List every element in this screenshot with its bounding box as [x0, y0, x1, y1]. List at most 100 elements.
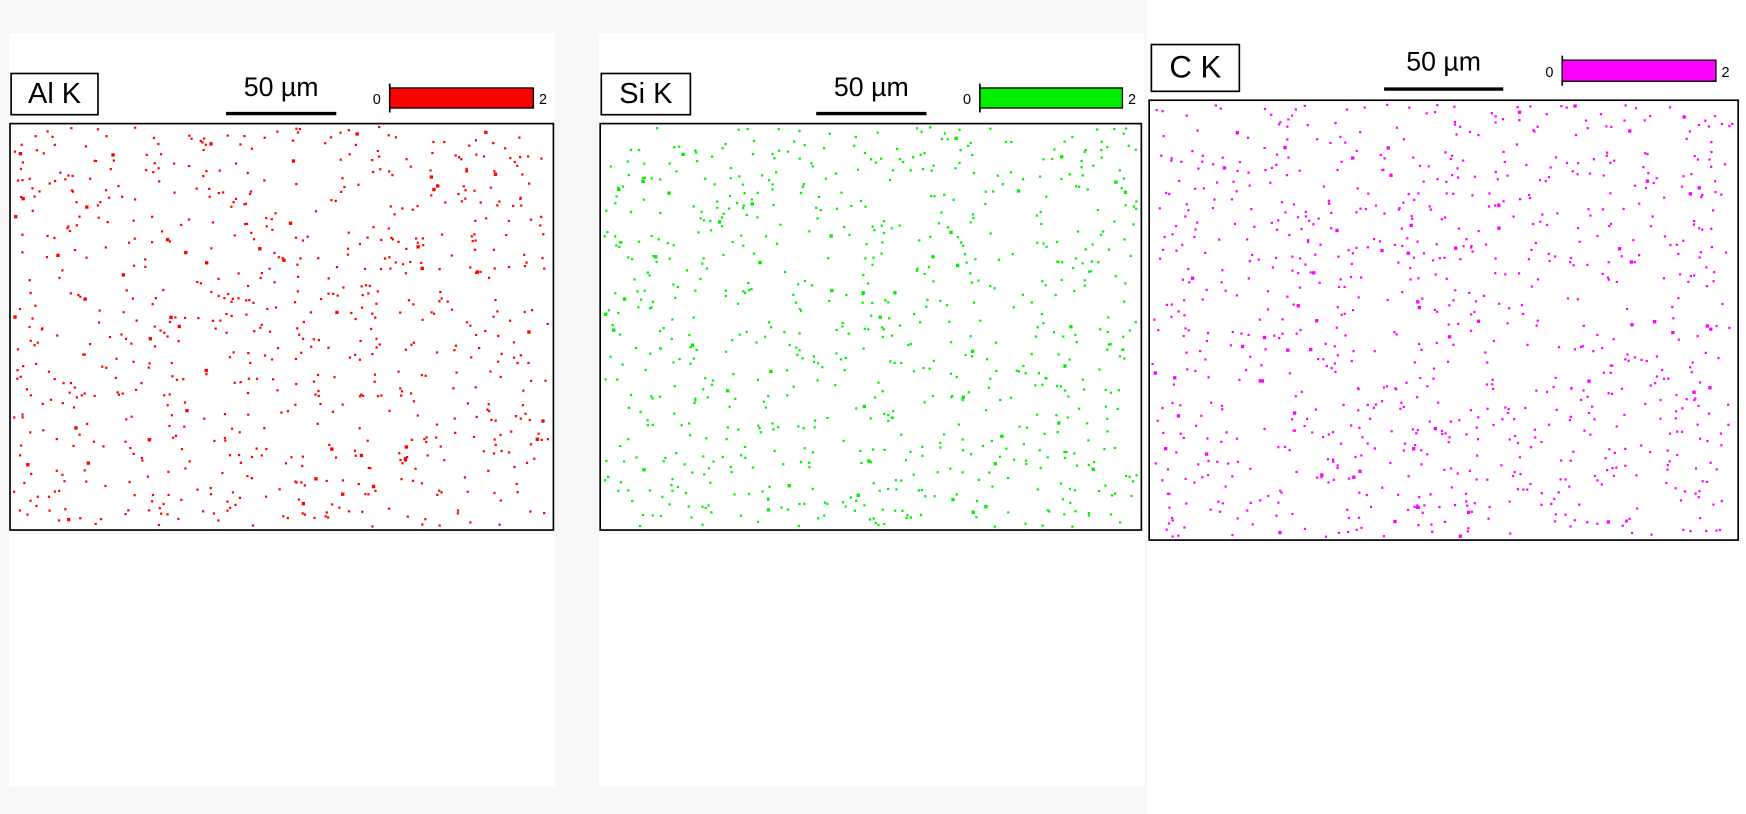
signal-dot [1669, 460, 1671, 462]
signal-dot [1135, 474, 1137, 476]
signal-dot [701, 263, 703, 265]
signal-dot [984, 505, 987, 508]
signal-dot [32, 210, 34, 212]
signal-dot [1580, 399, 1582, 401]
signal-dot [342, 286, 344, 288]
signal-dot [237, 297, 239, 299]
signal-dot [530, 443, 532, 445]
signal-dot [1671, 331, 1674, 334]
signal-dot [1277, 219, 1279, 221]
signal-dot [1166, 528, 1168, 530]
signal-dot [864, 257, 866, 259]
signal-dot [413, 342, 415, 344]
signal-dot [421, 319, 423, 321]
signal-dot [1404, 443, 1406, 445]
signal-dot [1559, 478, 1561, 480]
signal-dot [786, 369, 788, 371]
signal-dot [767, 508, 770, 511]
signal-dot [1465, 493, 1467, 495]
signal-dot [1045, 196, 1047, 198]
signal-dot [539, 224, 541, 226]
signal-dot [1062, 498, 1064, 500]
signal-dot [1128, 145, 1130, 147]
signal-dot [1623, 119, 1625, 121]
signal-dot [125, 418, 127, 420]
signal-dot [787, 151, 789, 153]
signal-dot [423, 438, 425, 440]
signal-dot [1560, 105, 1562, 107]
signal-dot [200, 140, 202, 142]
signal-dot [640, 299, 642, 301]
signal-dot [244, 223, 246, 225]
signal-dot [865, 243, 867, 245]
signal-dot [1087, 439, 1089, 441]
signal-dot [1173, 383, 1175, 385]
signal-dot [81, 394, 83, 396]
signal-dot [336, 266, 338, 268]
signal-dot [1448, 304, 1450, 306]
signal-dot [366, 237, 368, 239]
signal-dot [633, 278, 635, 280]
signal-dot [497, 361, 499, 363]
signal-dot [994, 525, 996, 527]
signal-dot [813, 355, 815, 357]
signal-dot [701, 211, 703, 213]
signal-dot [1588, 412, 1590, 414]
signal-dot [94, 395, 96, 397]
signal-dot [649, 489, 651, 491]
signal-dot [734, 398, 736, 400]
signal-dot [1161, 407, 1163, 409]
signal-dot [1309, 348, 1312, 351]
signal-dot [958, 162, 960, 164]
signal-dot [318, 339, 320, 341]
signal-dot [1098, 368, 1100, 370]
signal-dot [1278, 337, 1280, 339]
signal-dot [1413, 199, 1415, 201]
signal-dot [1694, 155, 1696, 157]
signal-dot [54, 144, 56, 146]
signal-dot [367, 440, 369, 442]
signal-dot [468, 145, 470, 147]
signal-dot [1474, 502, 1476, 504]
signal-dot [1083, 388, 1085, 390]
signal-dot [1357, 296, 1359, 298]
signal-dot [1676, 431, 1678, 433]
signal-dot [425, 436, 427, 438]
signal-dot [1005, 141, 1007, 143]
signal-dot [823, 147, 825, 149]
signal-dot [1333, 479, 1335, 481]
signal-dot [1704, 120, 1706, 122]
signal-dot [1436, 178, 1438, 180]
signal-dot [651, 177, 653, 179]
signal-dot [1170, 316, 1172, 318]
signal-dot [1101, 141, 1103, 143]
signal-dot [1436, 104, 1438, 106]
signal-dot [397, 371, 399, 373]
signal-dot [1629, 518, 1631, 520]
signal-dot [835, 172, 837, 174]
signal-dot [956, 264, 959, 267]
signal-dot [1537, 320, 1539, 322]
signal-dot [879, 490, 881, 492]
signal-dot [1342, 404, 1344, 406]
signal-dot [970, 142, 972, 144]
signal-dot [977, 280, 979, 282]
signal-dot [132, 361, 134, 363]
signal-dot [495, 444, 497, 446]
signal-dot [1712, 209, 1714, 211]
signal-dot [343, 186, 345, 188]
signal-dot [1063, 364, 1066, 367]
signal-dot [147, 475, 149, 477]
signal-dot [1498, 303, 1500, 305]
signal-dot [1469, 470, 1471, 472]
signal-dot [239, 431, 241, 433]
signal-dot [1165, 192, 1167, 194]
signal-dot [695, 151, 697, 153]
signal-dot [1593, 418, 1595, 420]
signal-dot [943, 433, 945, 435]
signal-dot [483, 155, 485, 157]
signal-dot [1238, 379, 1240, 381]
signal-dot [430, 175, 433, 178]
signal-dot [1039, 449, 1041, 451]
signal-dot [1417, 192, 1419, 194]
